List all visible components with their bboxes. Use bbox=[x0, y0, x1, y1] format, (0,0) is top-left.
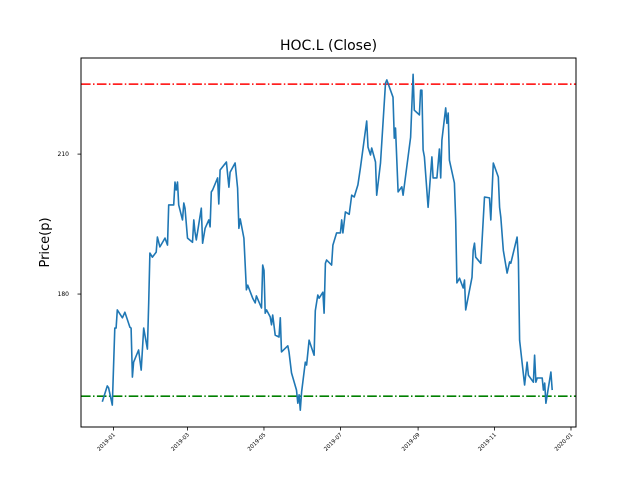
chart-title: HOC.L (Close) bbox=[280, 38, 377, 54]
y-tick-label: 210 bbox=[58, 151, 70, 158]
series-group bbox=[101, 73, 553, 411]
reference-lines bbox=[81, 83, 576, 398]
plot-frame bbox=[80, 57, 577, 428]
y-axis-label: Price(p) bbox=[38, 217, 53, 267]
y-axis-ticks: 180 210 bbox=[58, 151, 81, 298]
y-tick-label: 180 bbox=[58, 291, 70, 298]
close-price-line bbox=[101, 73, 553, 411]
